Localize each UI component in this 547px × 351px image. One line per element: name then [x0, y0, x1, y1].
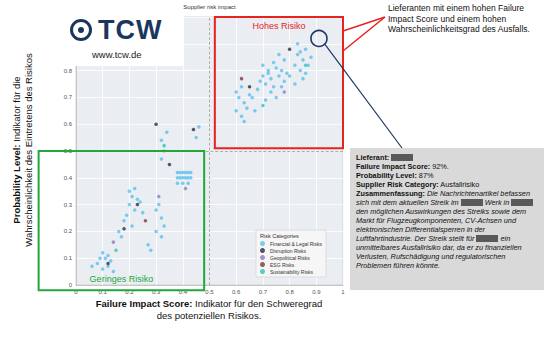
html-text:Zusammenfassung: Die Nachricht: Zusammenfassung: Die Nachrichtenartikel …: [356, 189, 530, 207]
svg-text:Risk Categories: Risk Categories: [260, 233, 299, 239]
svg-text:0.8: 0.8: [64, 68, 73, 74]
svg-text:0.3: 0.3: [151, 289, 161, 295]
svg-text:0: 0: [74, 289, 78, 295]
svg-text:0: 0: [69, 282, 73, 288]
html-text:Probability Level:: Probability Level:: [10, 144, 22, 224]
svg-text:ESG Risks: ESG Risks: [270, 262, 295, 268]
html-text:Failure Impact Score: 92%.: Failure Impact Score: 92%.: [356, 162, 449, 171]
svg-text:0.8: 0.8: [285, 289, 294, 295]
svg-text:0.3: 0.3: [64, 202, 73, 208]
svg-text:0.1: 0.1: [64, 255, 73, 261]
svg-text:0.5: 0.5: [63, 148, 72, 154]
svg-text:0.7: 0.7: [64, 94, 73, 100]
html-text:TCW: TCW: [98, 15, 163, 45]
svg-text:0.7: 0.7: [259, 289, 268, 295]
svg-text:0.6: 0.6: [64, 121, 73, 127]
html-text:den möglichen Auswirkungen des: den möglichen Auswirkungen des Streiks s…: [356, 207, 527, 243]
svg-text:1: 1: [341, 289, 345, 295]
svg-text:0.5: 0.5: [205, 289, 214, 295]
svg-text:0.4: 0.4: [64, 175, 73, 181]
svg-text:Hohes Risiko: Hohes Risiko: [252, 21, 305, 31]
html-text:Werk in: Werk in: [484, 198, 510, 207]
svg-text:Disruption Risks: Disruption Risks: [270, 248, 307, 254]
html-text:Lieferant:: Lieferant:: [356, 153, 390, 162]
svg-text:Geringes Risiko: Geringes Risiko: [90, 274, 154, 284]
svg-text:0.2: 0.2: [64, 228, 73, 234]
svg-text:0.9: 0.9: [312, 289, 321, 295]
html-text:www.tcw.de: www.tcw.de: [92, 49, 142, 60]
svg-text:Financial & Legal Risks: Financial & Legal Risks: [270, 241, 322, 247]
svg-text:0.1: 0.1: [98, 289, 107, 295]
html-text:ein unmittelbares Ausfallrisik: ein unmittelbares Ausfallrisiko dar, da …: [356, 234, 522, 270]
html-text:Supplier Risk Category: Ausfal: Supplier Risk Category: Ausfallrisiko: [356, 180, 480, 189]
svg-text:Geopolitical Risks: Geopolitical Risks: [270, 255, 310, 261]
svg-text:0.6: 0.6: [232, 289, 241, 295]
html-text:Indikator für die Wahrscheinli: Indikator für die Wahrscheinlichkeit des…: [10, 53, 33, 247]
svg-text:Supplier risk impact: Supplier risk impact: [183, 4, 236, 10]
html-text:Probability Level: 87%: Probability Level: 87%: [356, 171, 434, 180]
html-text:Failure Impact Score: Indikato: Failure Impact Score: Indikator für den …: [95, 298, 323, 321]
svg-text:Sustainability Risks: Sustainability Risks: [270, 269, 314, 275]
svg-text:0.4: 0.4: [178, 289, 187, 295]
html-text:Lieferanten mit einem hohen Fa: Lieferanten mit einem hohen Failure Impa…: [388, 3, 530, 34]
svg-text:0.2: 0.2: [125, 289, 134, 295]
